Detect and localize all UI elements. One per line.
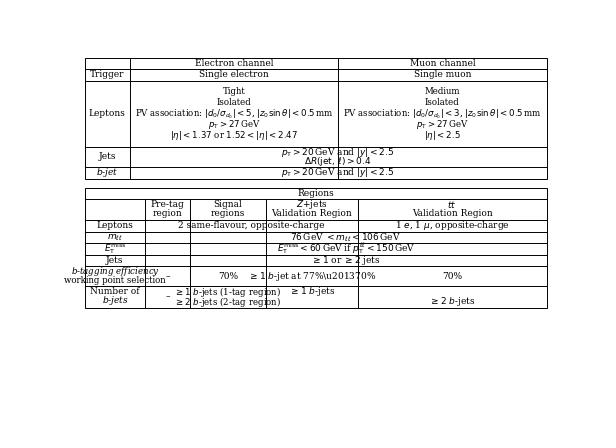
Text: $\geq 2$ $b$-jets (2-tag region): $\geq 2$ $b$-jets (2-tag region) <box>174 295 282 309</box>
Text: Single muon: Single muon <box>414 70 471 79</box>
Text: $Z$+jets: $Z$+jets <box>296 198 328 211</box>
Text: Electron channel: Electron channel <box>195 59 273 68</box>
Text: Jets: Jets <box>99 152 116 161</box>
Text: $b$-jet: $b$-jet <box>96 166 118 179</box>
Text: 2 same-flavour, opposite-charge: 2 same-flavour, opposite-charge <box>178 221 325 230</box>
Text: –: – <box>166 272 170 281</box>
Text: Validation Region: Validation Region <box>411 209 492 219</box>
Text: $|\eta|<2.5$: $|\eta|<2.5$ <box>424 129 461 142</box>
Text: $p_{\rm T}>27\,$GeV: $p_{\rm T}>27\,$GeV <box>208 118 261 131</box>
Text: –: – <box>166 293 170 302</box>
Text: $\geq 2$ $b$-jets: $\geq 2$ $b$-jets <box>429 295 475 308</box>
Text: Leptons: Leptons <box>89 109 126 118</box>
Text: $t\bar{t}$: $t\bar{t}$ <box>447 198 457 211</box>
Text: $b$-jets: $b$-jets <box>102 294 128 307</box>
Text: Isolated: Isolated <box>425 98 460 107</box>
Text: Isolated: Isolated <box>217 98 251 107</box>
Text: $E_{\rm T}^{\rm miss}$: $E_{\rm T}^{\rm miss}$ <box>103 241 126 256</box>
Text: $p_{\rm T}>27\,$GeV: $p_{\rm T}>27\,$GeV <box>416 118 469 131</box>
Text: working point selection: working point selection <box>64 276 166 285</box>
Text: Trigger: Trigger <box>90 70 124 79</box>
Text: $E_{\rm T}^{\rm miss}<60\,$GeV if $p_{\rm T}^{\ell\ell}<150\,$GeV: $E_{\rm T}^{\rm miss}<60\,$GeV if $p_{\r… <box>277 241 415 256</box>
Text: PV association: $|d_0/\sigma_{d_0}|<3$, $|z_0\sin\theta|<0.5\,$mm: PV association: $|d_0/\sigma_{d_0}|<3$, … <box>343 107 542 121</box>
Text: $\geq 1$ $b$-jets (1-tag region): $\geq 1$ $b$-jets (1-tag region) <box>174 284 282 299</box>
Text: PV association: $|d_0/\sigma_{d_0}|<5$, $|z_0\sin\theta|<0.5\,$mm: PV association: $|d_0/\sigma_{d_0}|<5$, … <box>134 107 333 121</box>
Text: Number of: Number of <box>90 287 140 296</box>
Bar <box>85 188 546 308</box>
Text: 70%: 70% <box>218 272 238 281</box>
Text: $76\,$GeV $< m_{\ell\ell} < 106\,$GeV: $76\,$GeV $< m_{\ell\ell} < 106\,$GeV <box>291 231 402 244</box>
Text: region: region <box>153 209 182 219</box>
Text: $\Delta R({\rm jet},\,\ell)>0.4$: $\Delta R({\rm jet},\,\ell)>0.4$ <box>304 155 372 168</box>
Text: Signal: Signal <box>214 200 243 209</box>
Text: $m_{\ell\ell}$: $m_{\ell\ell}$ <box>107 232 123 243</box>
Text: $\geq 1$ $b$-jet at 77%\u201370%: $\geq 1$ $b$-jet at 77%\u201370% <box>248 270 376 283</box>
Text: $p_{\rm T}>20\,$GeV and $|y|<2.5$: $p_{\rm T}>20\,$GeV and $|y|<2.5$ <box>282 146 395 159</box>
Text: Single electron: Single electron <box>199 70 269 79</box>
Text: Tight: Tight <box>222 87 245 96</box>
Text: Leptons: Leptons <box>97 221 134 230</box>
Text: $\geq 1$ $b$-jets: $\geq 1$ $b$-jets <box>289 285 335 298</box>
Text: Pre-tag: Pre-tag <box>151 200 185 209</box>
Text: $b$-tagging efficiency: $b$-tagging efficiency <box>70 265 160 278</box>
Text: Validation Region: Validation Region <box>272 209 352 219</box>
Text: 1 $e$, 1 $\mu$, opposite-charge: 1 $e$, 1 $\mu$, opposite-charge <box>395 220 509 233</box>
Text: $\geq 1$ or $\geq 2$ jets: $\geq 1$ or $\geq 2$ jets <box>311 254 381 267</box>
Text: Muon channel: Muon channel <box>410 59 475 68</box>
Text: $|\eta|<1.37$ or $1.52<|\eta|<2.47$: $|\eta|<1.37$ or $1.52<|\eta|<2.47$ <box>170 129 298 142</box>
Text: Regions: Regions <box>298 189 334 198</box>
Text: $p_{\rm T}>20\,$GeV and $|y|<2.5$: $p_{\rm T}>20\,$GeV and $|y|<2.5$ <box>282 166 395 179</box>
Text: regions: regions <box>211 209 245 219</box>
Text: 70%: 70% <box>442 272 462 281</box>
Text: Jets: Jets <box>106 256 124 265</box>
Text: Medium: Medium <box>424 87 460 96</box>
Bar <box>85 58 546 178</box>
